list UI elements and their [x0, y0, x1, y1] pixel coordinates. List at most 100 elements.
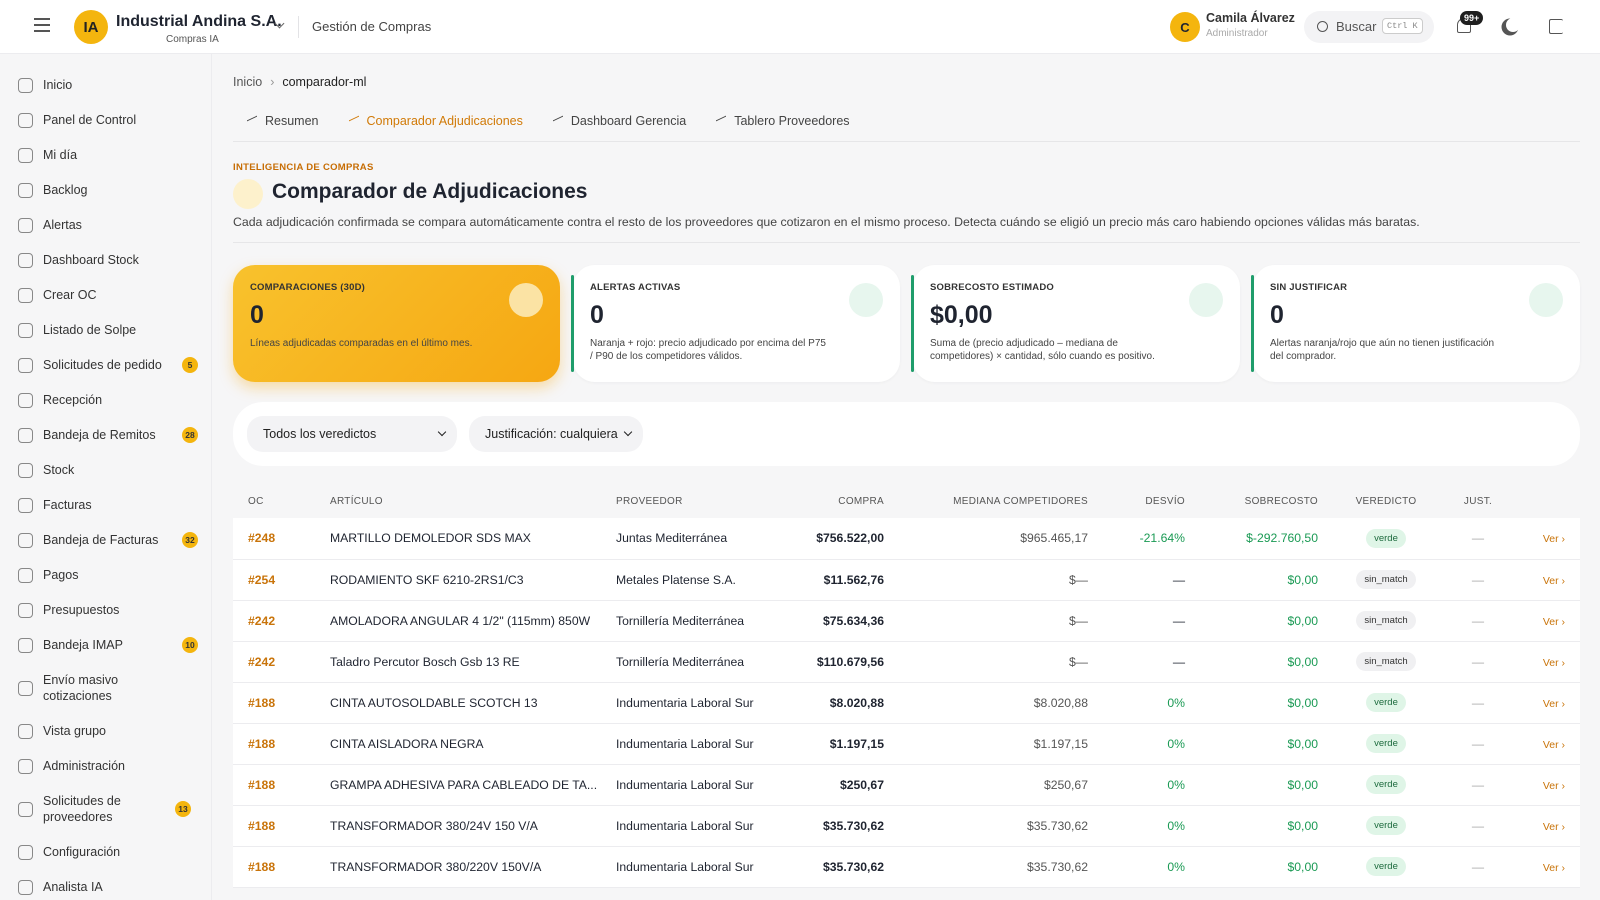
- nav-icon: [18, 567, 33, 583]
- order-link[interactable]: #188: [248, 736, 276, 751]
- company-name[interactable]: Industrial Andina S.A.: [116, 13, 282, 30]
- nav-label: Solicitudes de proveedores: [43, 794, 121, 824]
- cell-text: Indumentaria Laboral Sur: [616, 818, 754, 833]
- view-link[interactable]: Ver ›: [1542, 820, 1565, 833]
- nav-item[interactable]: Configuración: [18, 843, 198, 861]
- verdict-badge: sin_match: [1356, 570, 1416, 589]
- table-cell: —: [1439, 600, 1517, 642]
- order-link[interactable]: #188: [248, 777, 276, 792]
- nav-label: Panel de Control: [43, 113, 137, 127]
- nav-item[interactable]: Solicitudes de pedido 5: [18, 356, 198, 374]
- view-link[interactable]: Ver ›: [1542, 697, 1565, 710]
- breadcrumb-link[interactable]: Inicio: [233, 75, 263, 89]
- order-link[interactable]: #254: [248, 572, 276, 587]
- nav-icon: [18, 844, 33, 860]
- table-cell: #188: [233, 723, 315, 765]
- nav-item[interactable]: Inicio: [18, 76, 198, 94]
- cell-text: $35.730,62: [823, 818, 884, 833]
- view-link[interactable]: Ver ›: [1542, 615, 1565, 628]
- tab[interactable]: Tablero Proveedores: [716, 106, 849, 141]
- order-link[interactable]: #242: [248, 654, 276, 669]
- user-avatar[interactable]: C: [1170, 12, 1200, 42]
- menu-button[interactable]: [34, 18, 50, 32]
- table-row: #188 TRANSFORMADOR 380/220V 150V/A Indumen…: [233, 846, 1580, 888]
- tab[interactable]: Dashboard Gerencia: [553, 106, 686, 141]
- cell-text: RODAMIENTO SKF 6210-2RS1/C3: [330, 572, 524, 587]
- table-cell: —: [1439, 559, 1517, 601]
- cell-text: —: [1471, 818, 1485, 833]
- cell-text: —: [1471, 572, 1485, 587]
- nav-item[interactable]: Listado de Solpe: [18, 321, 198, 339]
- nav-item[interactable]: Analista IA: [18, 878, 198, 896]
- nav-item[interactable]: Recepción: [18, 391, 198, 409]
- nav-label: Backlog: [43, 183, 88, 197]
- nav-item[interactable]: Panel de Control: [18, 111, 198, 129]
- view-link[interactable]: Ver ›: [1542, 779, 1565, 792]
- table-cell: Ver ›: [1517, 764, 1580, 806]
- nav-item[interactable]: Alertas: [18, 216, 198, 234]
- nav-item[interactable]: Presupuestos: [18, 601, 198, 619]
- nav-item[interactable]: Administración: [18, 757, 198, 775]
- nav-item[interactable]: Pagos: [18, 566, 198, 584]
- nav-item[interactable]: Mi día: [18, 146, 198, 164]
- cell-text: 0%: [1167, 818, 1185, 833]
- nav-icon: [18, 252, 33, 268]
- kpi-value: 0: [1270, 301, 1284, 329]
- nav-item[interactable]: Facturas: [18, 496, 198, 514]
- column-header: ARTÍCULO: [330, 496, 383, 507]
- table-cell: $8.020,88: [791, 682, 899, 724]
- nav-item[interactable]: Stock: [18, 461, 198, 479]
- breadcrumb: Inicio › comparador-ml: [233, 75, 366, 89]
- order-link[interactable]: #188: [248, 818, 276, 833]
- view-link[interactable]: Ver ›: [1542, 533, 1565, 546]
- table-cell: CINTA AUTOSOLDABLE SCOTCH 13: [315, 682, 601, 724]
- order-link[interactable]: #188: [248, 695, 276, 710]
- view-link[interactable]: Ver ›: [1542, 861, 1565, 874]
- cell-text: $110.679,56: [816, 654, 884, 669]
- order-link[interactable]: #248: [248, 531, 276, 546]
- order-link[interactable]: #188: [248, 859, 276, 874]
- table-cell: $0,00: [1200, 723, 1333, 765]
- view-link[interactable]: Ver ›: [1542, 738, 1565, 751]
- cell-text: 0%: [1167, 777, 1185, 792]
- nav-label: Facturas: [43, 498, 92, 512]
- nav-item[interactable]: Bandeja de Remitos 28: [18, 426, 198, 444]
- nav-item[interactable]: Dashboard Stock: [18, 251, 198, 269]
- nav-item[interactable]: Crear OC: [18, 286, 198, 304]
- kpi-label: SIN JUSTIFICAR: [1270, 282, 1348, 293]
- order-link[interactable]: #242: [248, 613, 276, 628]
- table-row: #242 Taladro Percutor Bosch Gsb 13 RE Torn…: [233, 641, 1580, 683]
- nav-item[interactable]: Solicitudes de proveedores 13: [18, 792, 198, 826]
- theme-toggle[interactable]: [1506, 18, 1520, 32]
- view-link[interactable]: Ver ›: [1542, 574, 1565, 587]
- tab-bar: Resumen Comparador Adjudicaciones Dashboar…: [233, 106, 1580, 142]
- table-row: #254 RODAMIENTO SKF 6210-2RS1/C3 Metales P…: [233, 559, 1580, 601]
- cell-text: —: [1172, 613, 1185, 628]
- nav-item[interactable]: Vista grupo: [18, 722, 198, 740]
- view-link[interactable]: Ver ›: [1542, 656, 1565, 669]
- nav-label: Pagos: [43, 568, 79, 582]
- nav-item[interactable]: Backlog: [18, 181, 198, 199]
- nav-label: Vista grupo: [43, 724, 107, 738]
- logout-button[interactable]: [1549, 19, 1563, 34]
- nav-icon: [18, 112, 33, 128]
- nav-item[interactable]: Bandeja IMAP 10: [18, 636, 198, 654]
- table-cell: #242: [233, 600, 315, 642]
- justification-select[interactable]: Justificación: cualquiera: [469, 416, 643, 452]
- nav-item[interactable]: Envío masivo cotizaciones: [18, 671, 198, 705]
- kpi-icon: [849, 283, 883, 317]
- cell-text: Tornillería Mediterránea: [616, 613, 745, 628]
- table-cell: Ver ›: [1517, 723, 1580, 765]
- table-row: #242 AMOLADORA ANGULAR 4 1/2" (115mm) 850…: [233, 600, 1580, 642]
- nav-icon: [18, 637, 33, 653]
- verdict-select[interactable]: Todos los veredictos: [247, 416, 457, 452]
- nav-icon: [18, 497, 33, 513]
- nav-item[interactable]: Bandeja de Facturas 32: [18, 531, 198, 549]
- kpi-accent: [911, 275, 914, 372]
- kpi-card: ALERTAS ACTIVAS 0 Naranja + rojo: precio a…: [571, 265, 900, 382]
- tab[interactable]: Comparador Adjudicaciones: [349, 106, 523, 141]
- table-cell: $110.679,56: [791, 641, 899, 683]
- cell-text: $0,00: [1287, 818, 1319, 833]
- nav-icon: [18, 77, 33, 93]
- tab[interactable]: Resumen: [247, 106, 319, 141]
